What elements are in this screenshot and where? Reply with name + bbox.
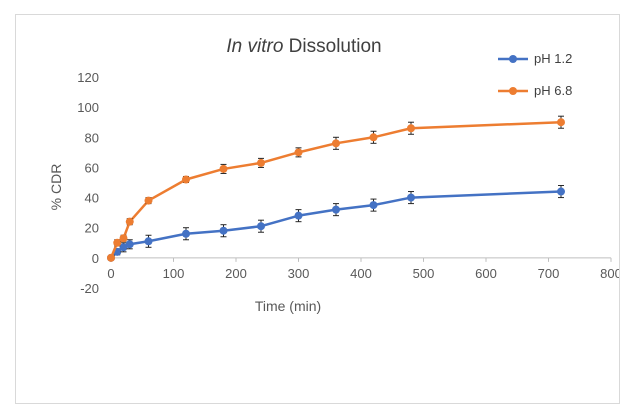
data-point — [332, 139, 340, 148]
data-point — [182, 229, 190, 238]
legend-entry-ph-1-2: pH 1.2 — [498, 51, 572, 66]
y-tick-label: 120 — [77, 70, 99, 85]
x-tick-label: 400 — [350, 266, 372, 281]
legend-label-ph-6-8: pH 6.8 — [534, 83, 572, 98]
data-point — [219, 164, 228, 173]
x-tick-label: 0 — [107, 266, 114, 281]
series-1 — [107, 115, 565, 262]
series-layer — [107, 115, 565, 262]
y-tick-label: 20 — [85, 221, 99, 236]
x-tick-label: 600 — [475, 266, 497, 281]
y-tick-label: 60 — [85, 160, 99, 175]
data-point — [294, 148, 303, 157]
x-axis-title: Time (min) — [255, 298, 321, 314]
y-tick-label: 80 — [85, 130, 99, 145]
legend-marker-ph-6-8 — [509, 87, 517, 95]
data-point — [144, 237, 153, 246]
data-point — [113, 238, 122, 247]
y-axis-title: % CDR — [48, 164, 64, 211]
x-tick-label: 100 — [163, 266, 185, 281]
legend: pH 1.2 pH 6.8 — [498, 51, 572, 98]
x-tick-label: 300 — [288, 266, 310, 281]
data-point — [144, 196, 153, 205]
data-point — [407, 193, 415, 202]
data-point — [182, 175, 190, 184]
chart-title-italic: In vitro — [226, 36, 283, 57]
data-point — [107, 253, 115, 262]
legend-entry-ph-6-8: pH 6.8 — [498, 83, 572, 98]
data-point — [257, 158, 265, 167]
line-chart: In vitro Dissolution -20020406080100120 … — [48, 36, 619, 314]
legend-marker-ph-1-2 — [509, 55, 517, 63]
series-line — [110, 190, 562, 259]
series-0 — [107, 185, 565, 262]
data-point — [557, 187, 565, 196]
x-tick-label: 700 — [538, 266, 560, 281]
data-point — [557, 118, 565, 127]
y-axis-ticks: -20 0 20 40 60 80 100 120 — [77, 70, 99, 296]
y-tick-label: 100 — [77, 100, 99, 115]
data-point — [332, 205, 340, 214]
chart-title-rest: Dissolution — [283, 36, 381, 57]
legend-label-ph-1-2: pH 1.2 — [534, 51, 572, 66]
data-point — [369, 201, 378, 210]
data-point — [369, 133, 378, 142]
data-point — [125, 217, 134, 226]
data-point — [119, 243, 128, 252]
data-point — [257, 222, 265, 231]
chart-frame: In vitro Dissolution -20 0 20 40 60 80 100 120 … — [15, 14, 620, 404]
data-point — [125, 240, 134, 249]
chart-title: In vitro Dissolution — [226, 36, 381, 57]
data-point — [119, 234, 128, 243]
x-tick-label: 800 — [600, 266, 619, 281]
y-tick-label: -20 — [80, 281, 99, 296]
x-tick-label: 200 — [225, 266, 247, 281]
data-point — [407, 124, 415, 133]
y-tick-label: 40 — [85, 191, 99, 206]
data-point — [219, 226, 228, 235]
data-point — [294, 211, 303, 220]
x-axis-ticks: 0 100 200 300 400 500 600 700 800 — [107, 257, 619, 281]
x-tick-label: 500 — [413, 266, 435, 281]
y-tick-label: 0 — [92, 251, 99, 266]
